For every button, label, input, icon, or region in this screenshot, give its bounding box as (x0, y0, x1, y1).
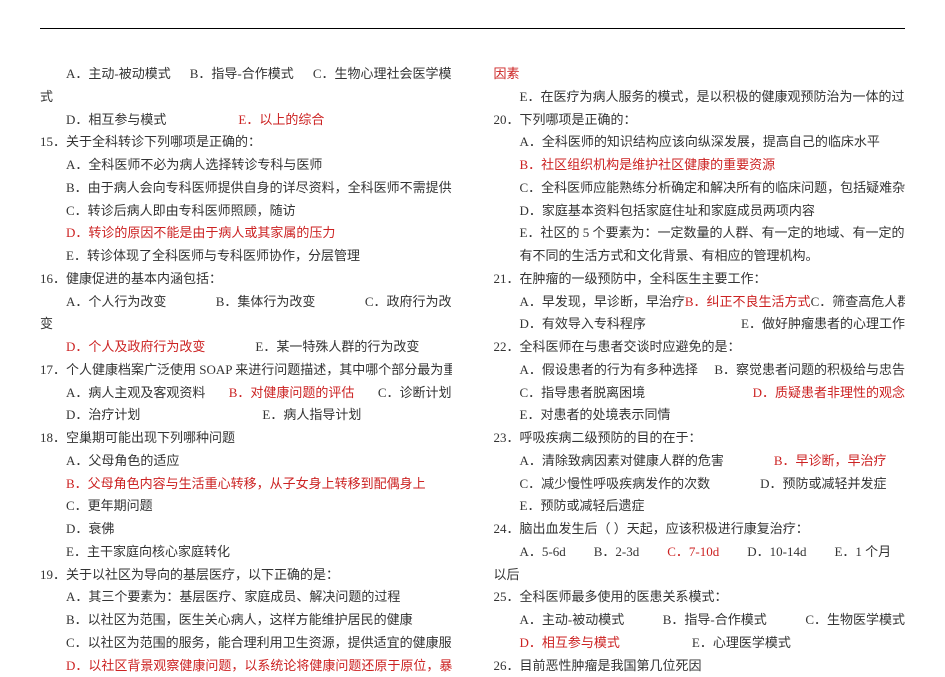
q16-stem: 16．健康促进的基本内涵包括： (40, 268, 452, 291)
q20-opt-a: A．全科医师的知识结构应该向纵深发展，提高自己的临床水平 (494, 131, 906, 154)
q14-opt-e-answer: E．以上的综合 (238, 109, 324, 132)
q22-opt-c: C．指导患者脱离困境 (520, 382, 646, 405)
q23-opt-e: E．预防或减轻后遗症 (494, 495, 906, 518)
q20-opt-e-line1: E．社区的 5 个要素为：一定数量的人群、有一定的地域、有一定的生活服务设施、 (494, 222, 906, 245)
q24-opts-row: A．5-6d B．2-3d C．7-10d D．10-14d E．1 个月 (494, 541, 906, 564)
q22-opt-d-answer: D．质疑患者非理性的观念 (753, 382, 905, 405)
q18-opt-c: C．更年期问题 (40, 495, 452, 518)
q14-opt-c-wrap: 式 (40, 86, 452, 109)
q19-opt-c: C．以社区为范围的服务，能合理利用卫生资源，提供适宜的健康服务 (40, 632, 452, 655)
q21-opt-b-answer: B．纠正不良生活方式 (685, 291, 811, 314)
q19-opt-d-wrap: 因素 (494, 63, 906, 86)
q24-opt-e: E．1 个月 (834, 541, 891, 564)
q22-opts-row2: C．指导患者脱离困境 D．质疑患者非理性的观念 (494, 382, 906, 405)
q20-stem: 20．下列哪项是正确的： (494, 109, 906, 132)
q24-opt-d: D．10-14d (747, 541, 806, 564)
q15-opt-b: B．由于病人会向专科医师提供自身的详尽资料，全科医师不需提供资料 (40, 177, 452, 200)
q14-opt-b: B．指导-合作模式 (190, 63, 294, 86)
q14-opt-a: A．主动-被动模式 (66, 63, 171, 86)
q24-opt-b: B．2-3d (594, 541, 640, 564)
q23-opt-c: C．减少慢性呼吸疾病发作的次数 (520, 473, 711, 496)
q21-opts-row2: D．有效导入专科程序 E．做好肿瘤患者的心理工作 (494, 313, 906, 336)
q24-stem: 24．脑出血发生后（ ）天起，应该积极进行康复治疗： (494, 518, 906, 541)
q19-opt-d-answer: D．以社区背景观察健康问题，以系统论将健康问题还原于原位，暴露涉及的全部 (40, 655, 452, 677)
q15-opt-d-answer: D．转诊的原因不能是由于病人或其家属的压力 (40, 222, 452, 245)
q16-opt-b: B．集体行为改变 (216, 291, 316, 314)
q23-opt-b-answer: B．早诊断，早治疗 (774, 450, 887, 473)
q21-opt-e: E．做好肿瘤患者的心理工作 (741, 313, 905, 336)
right-column: 因素 E．在医疗为病人服务的模式，是以积极的健康观预防治为一体的过程 20．下列… (494, 63, 906, 677)
q22-stem: 22．全科医师在与患者交谈时应避免的是： (494, 336, 906, 359)
q23-opts-row1: A．清除致病因素对健康人群的危害 B．早诊断，早治疗 (494, 450, 906, 473)
q20-opt-b-answer: B．社区组织机构是维护社区健康的重要资源 (494, 154, 906, 177)
q20-opt-d: D．家庭基本资料包括家庭住址和家庭成员两项内容 (494, 200, 906, 223)
top-divider (40, 28, 905, 29)
q17-opts-row2: D．治疗计划 E．病人指导计划 (40, 404, 452, 427)
q16-opts-row1: A．个人行为改变 B．集体行为改变 C．政府行为改 (40, 291, 452, 314)
q21-opts-row1: A．早发现，早诊断，早治疗 B．纠正不良生活方式 C．筛查高危人群 (494, 291, 906, 314)
q25-opt-b: B．指导-合作模式 (663, 609, 767, 632)
q16-opt-e: E．某一特殊人群的行为改变 (255, 336, 419, 359)
q17-opt-c: C．诊断计划 (378, 382, 452, 405)
q18-opt-d: D．衰佛 (40, 518, 452, 541)
q25-opts-row2: D．相互参与模式 E．心理医学模式 (494, 632, 906, 655)
q23-opt-a: A．清除致病因素对健康人群的危害 (520, 450, 724, 473)
q15-stem: 15．关于全科转诊下列哪项是正确的： (40, 131, 452, 154)
q25-opt-a: A．主动-被动模式 (520, 609, 625, 632)
q25-stem: 25．全科医师最多使用的医患关系模式： (494, 586, 906, 609)
q15-opt-e: E．转诊体现了全科医师与专科医师协作，分层管理 (40, 245, 452, 268)
q18-opt-e: E．主干家庭向核心家庭转化 (40, 541, 452, 564)
q20-opt-c: C．全科医师应能熟练分析确定和解决所有的临床问题，包括疑难杂症 (494, 177, 906, 200)
q15-opt-a: A．全科医师不必为病人选择转诊专科与医师 (40, 154, 452, 177)
q19-stem: 19．关于以社区为导向的基层医疗，以下正确的是： (40, 564, 452, 587)
q22-opt-a: A．假设患者的行为有多种选择 (520, 359, 698, 382)
q21-stem: 21．在肿瘤的一级预防中，全科医生主要工作： (494, 268, 906, 291)
q19-opt-e: E．在医疗为病人服务的模式，是以积极的健康观预防治为一体的过程 (494, 86, 906, 109)
q17-opt-a: A．病人主观及客观资料 (66, 382, 205, 405)
q14-opt-c: C．生物心理社会医学模 (313, 63, 452, 86)
q16-opts-row2: D．个人及政府行为改变 E．某一特殊人群的行为改变 (40, 336, 452, 359)
q25-opt-e: E．心理医学模式 (692, 632, 791, 655)
q17-opt-b-answer: B．对健康问题的评估 (229, 382, 355, 405)
q16-opt-c-wrap: 变 (40, 313, 452, 336)
q21-opt-d: D．有效导入专科程序 (520, 313, 646, 336)
q25-opt-c: C．生物医学模式 (805, 609, 905, 632)
left-column: A．主动-被动模式 B．指导-合作模式 C．生物心理社会医学模 式 D．相互参与… (40, 63, 452, 677)
q14-opt-d: D．相互参与模式 (66, 109, 166, 132)
q25-opts-row1: A．主动-被动模式 B．指导-合作模式 C．生物医学模式 (494, 609, 906, 632)
q19-opt-a: A．其三个要素为：基层医疗、家庭成员、解决问题的过程 (40, 586, 452, 609)
q25-opt-d-answer: D．相互参与模式 (520, 632, 620, 655)
two-column-layout: A．主动-被动模式 B．指导-合作模式 C．生物心理社会医学模 式 D．相互参与… (40, 63, 905, 677)
q22-opt-e: E．对患者的处境表示同情 (494, 404, 906, 427)
q22-opts-row1: A．假设患者的行为有多种选择 B．察觉患者问题的积极给与忠告 (494, 359, 906, 382)
q16-opt-a: A．个人行为改变 (66, 291, 166, 314)
q24-opt-a: A．5-6d (520, 541, 566, 564)
q16-opt-d-answer: D．个人及政府行为改变 (66, 336, 205, 359)
q18-opt-b-answer: B．父母角色内容与生活重心转移，从子女身上转移到配偶身上 (40, 473, 452, 496)
q24-opt-e-wrap: 以后 (494, 564, 906, 587)
q24-opt-c-answer: C．7-10d (667, 541, 719, 564)
q16-opt-c: C．政府行为改 (365, 291, 452, 314)
q18-opt-a: A．父母角色的适应 (40, 450, 452, 473)
q18-stem: 18．空巢期可能出现下列哪种问题 (40, 427, 452, 450)
q17-opt-e: E．病人指导计划 (262, 404, 361, 427)
q17-stem: 17．个人健康档案广泛使用 SOAP 来进行问题描述，其中哪个部分最为重要： (40, 359, 452, 382)
q14-opts-row2: D．相互参与模式 E．以上的综合 (40, 109, 452, 132)
q26-stem: 26．目前恶性肿瘤是我国第几位死因 (494, 655, 906, 677)
q15-opt-c: C．转诊后病人即由专科医师照顾，随访 (40, 200, 452, 223)
q20-opt-e-line2: 有不同的生活方式和文化背景、有相应的管理机构。 (494, 245, 906, 268)
q22-opt-b: B．察觉患者问题的积极给与忠告 (714, 359, 905, 382)
q23-opts-row2: C．减少慢性呼吸疾病发作的次数 D．预防或减轻并发症 (494, 473, 906, 496)
q19-opt-b: B．以社区为范围，医生关心病人，这样方能维护居民的健康 (40, 609, 452, 632)
q14-opts-row1: A．主动-被动模式 B．指导-合作模式 C．生物心理社会医学模 (40, 63, 452, 86)
q17-opt-d: D．治疗计划 (66, 404, 140, 427)
q21-opt-a: A．早发现，早诊断，早治疗 (520, 291, 685, 314)
q17-opts-row1: A．病人主观及客观资料 B．对健康问题的评估 C．诊断计划 (40, 382, 452, 405)
q21-opt-c: C．筛查高危人群 (811, 291, 905, 314)
q23-opt-d: D．预防或减轻并发症 (760, 473, 886, 496)
q23-stem: 23．呼吸疾病二级预防的目的在于： (494, 427, 906, 450)
